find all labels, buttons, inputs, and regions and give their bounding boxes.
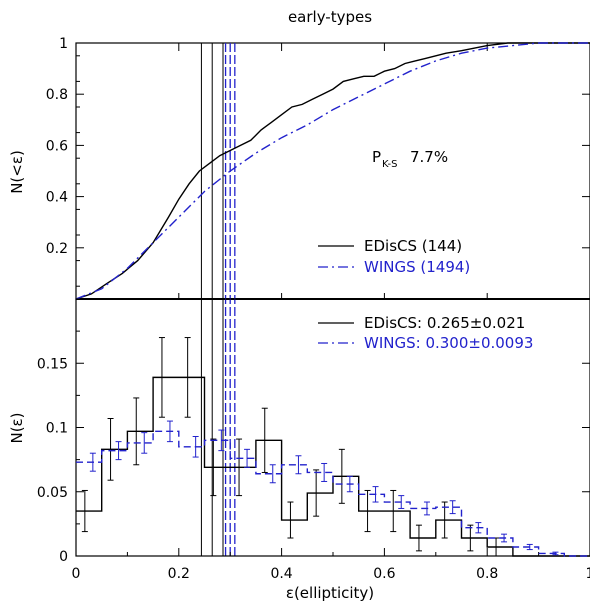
bottom-ytick-label: 0 — [59, 549, 68, 565]
legend-edisc-label: EDisCS (144) — [364, 237, 462, 255]
edisc-histogram — [76, 376, 590, 557]
legend-wings-label: WINGS (1494) — [364, 258, 470, 276]
top-ytick-label: 1 — [59, 36, 68, 52]
top-ytick-label: 0.8 — [46, 87, 68, 103]
top-ytick-label: 0.2 — [46, 241, 68, 257]
chart-title: early-types — [288, 8, 372, 26]
bottom-ytick-label: 0.05 — [37, 485, 68, 501]
wings-cumulative-line — [75, 42, 590, 300]
top-legend: EDisCS (144) WINGS (1494) — [318, 237, 470, 276]
x-tick-label: 0.8 — [476, 566, 498, 582]
edisc-cumulative-line — [75, 42, 590, 300]
x-tick-label: 0.2 — [168, 566, 190, 582]
bottom-ytick-label: 0.15 — [37, 356, 68, 372]
ks-value: 7.7% — [410, 148, 448, 166]
top-ytick-label: 0.6 — [46, 138, 68, 154]
top-ylabel: N(<ε) — [8, 150, 26, 194]
top-frame — [75, 42, 590, 300]
x-axis-label: ε(ellipticity) — [286, 584, 374, 602]
bottom-legend: EDisCS: 0.265±0.021 WINGS: 0.300±0.0093 — [318, 314, 533, 352]
ks-symbol: P — [372, 148, 381, 166]
x-tick-label: 1 — [586, 566, 590, 582]
ks-annotation: P K-S 7.7% — [372, 148, 448, 170]
bottom-ytick-label: 0.1 — [46, 421, 68, 437]
top-ytick-label: 0.4 — [46, 190, 68, 206]
x-tick-label: 0 — [72, 566, 81, 582]
bottom-panel: 0 0.05 0.1 0.15 0 0.2 0.4 0.6 0.8 1 — [37, 298, 590, 582]
top-panel: 0.2 0.4 0.6 0.8 1 — [46, 36, 590, 556]
x-tick-label: 0.6 — [373, 566, 395, 582]
wings-histogram — [76, 430, 590, 557]
legend-wings-mean-label: WINGS: 0.300±0.0093 — [364, 334, 533, 352]
bottom-ylabel: N(ε) — [8, 412, 26, 443]
legend-edisc-mean-label: EDisCS: 0.265±0.021 — [364, 314, 525, 332]
x-tick-label: 0.4 — [270, 566, 292, 582]
ks-subscript: K-S — [382, 159, 397, 170]
